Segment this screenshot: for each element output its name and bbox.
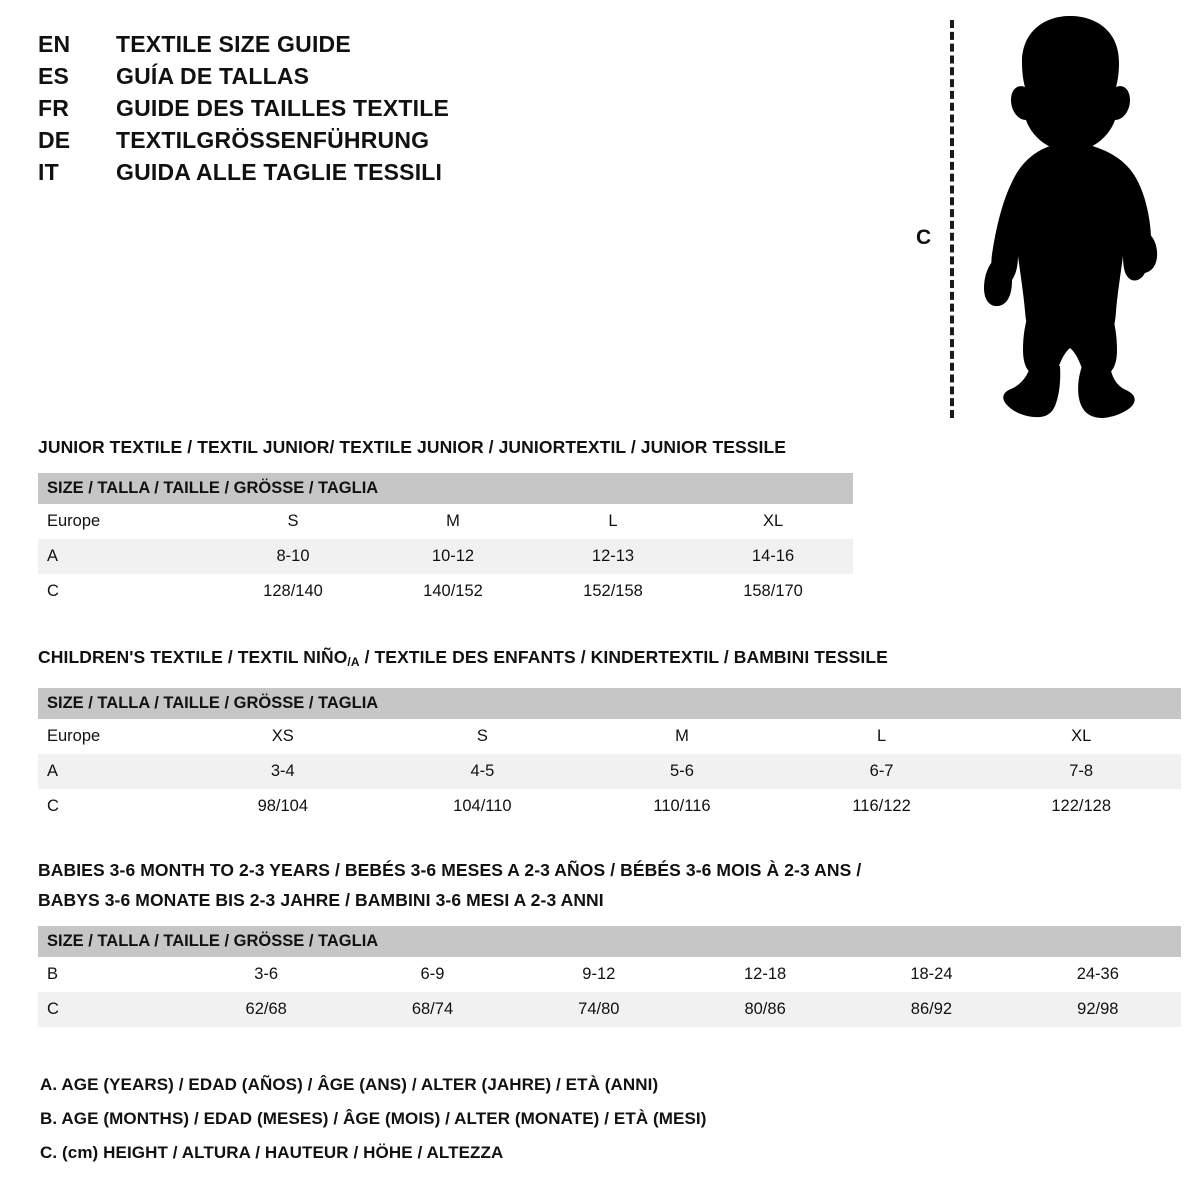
language-header-block: EN TEXTILE SIZE GUIDE ES GUÍA DE TALLAS … xyxy=(38,28,598,188)
babies-cell-c-1: 68/74 xyxy=(349,992,516,1027)
junior-cell-c-2: 152/158 xyxy=(533,574,693,609)
height-marker-label: C xyxy=(916,226,932,249)
babies-row-c: C 62/68 68/74 74/80 80/86 86/92 92/98 xyxy=(38,992,1181,1027)
legend-block: A. AGE (YEARS) / EDAD (AÑOS) / ÂGE (ANS)… xyxy=(40,1068,940,1170)
height-figure-area: C xyxy=(900,8,1190,420)
children-title-subscript: /A xyxy=(347,655,360,669)
children-cell-a-4: 7-8 xyxy=(981,754,1181,789)
junior-section: JUNIOR TEXTILE / TEXTIL JUNIOR/ TEXTILE … xyxy=(38,432,854,609)
children-row-a: A 3-4 4-5 5-6 6-7 7-8 xyxy=(38,754,1181,789)
children-row-label-a: A xyxy=(38,754,183,789)
junior-row-label-c: C xyxy=(38,574,213,609)
children-section-title: CHILDREN'S TEXTILE / TEXTIL NIÑO/A / TEX… xyxy=(38,642,1181,677)
language-code-de: DE xyxy=(38,127,71,153)
junior-row-europe: Europe S M L XL xyxy=(38,504,854,539)
junior-cell-a-3: 14-16 xyxy=(693,539,854,574)
children-cell-c-4: 122/128 xyxy=(981,789,1181,824)
language-row-fr: FR GUIDE DES TAILLES TEXTILE xyxy=(38,92,598,124)
junior-cell-europe-0: S xyxy=(213,504,373,539)
language-code-es: ES xyxy=(38,63,70,89)
height-dashed-line xyxy=(950,20,954,418)
babies-band-label: SIZE / TALLA / TAILLE / GRÖSSE / TAGLIA xyxy=(38,926,1181,957)
junior-band-header-row: SIZE / TALLA / TAILLE / GRÖSSE / TAGLIA xyxy=(38,473,854,504)
junior-row-c: C 128/140 140/152 152/158 158/170 xyxy=(38,574,854,609)
babies-cell-c-2: 74/80 xyxy=(515,992,682,1027)
babies-cell-c-5: 92/98 xyxy=(1014,992,1181,1027)
junior-size-table: SIZE / TALLA / TAILLE / GRÖSSE / TAGLIA … xyxy=(38,473,854,609)
junior-cell-a-0: 8-10 xyxy=(213,539,373,574)
language-title-es: GUÍA DE TALLAS xyxy=(116,63,310,89)
language-row-en: EN TEXTILE SIZE GUIDE xyxy=(38,28,598,60)
junior-band-label: SIZE / TALLA / TAILLE / GRÖSSE / TAGLIA xyxy=(38,473,854,504)
babies-cell-b-1: 6-9 xyxy=(349,957,516,992)
legend-row-b: B. AGE (MONTHS) / EDAD (MESES) / ÂGE (MO… xyxy=(40,1109,707,1128)
babies-cell-c-3: 80/86 xyxy=(681,992,849,1027)
language-code-fr: FR xyxy=(38,95,70,121)
babies-cell-c-4: 86/92 xyxy=(848,992,1015,1027)
junior-row-a: A 8-10 10-12 12-13 14-16 xyxy=(38,539,854,574)
children-band-header-row: SIZE / TALLA / TAILLE / GRÖSSE / TAGLIA xyxy=(38,688,1181,719)
junior-cell-c-3: 158/170 xyxy=(693,574,854,609)
junior-row-label-a: A xyxy=(38,539,213,574)
babies-row-label-b: B xyxy=(38,957,184,992)
children-title-post: / TEXTILE DES ENFANTS / KINDERTEXTIL / B… xyxy=(359,647,888,667)
children-row-europe: Europe XS S M L XL xyxy=(38,719,1181,754)
babies-size-table: SIZE / TALLA / TAILLE / GRÖSSE / TAGLIA … xyxy=(38,926,1181,1027)
babies-cell-b-3: 12-18 xyxy=(681,957,849,992)
language-title-fr: GUIDE DES TAILLES TEXTILE xyxy=(116,95,449,121)
language-row-de: DE TEXTILGRÖSSENFÜHRUNG xyxy=(38,124,598,156)
children-row-label-c: C xyxy=(38,789,183,824)
language-title-de: TEXTILGRÖSSENFÜHRUNG xyxy=(116,127,430,153)
babies-section: BABIES 3-6 MONTH TO 2-3 YEARS / BEBÉS 3-… xyxy=(38,855,1181,1027)
language-title-en: TEXTILE SIZE GUIDE xyxy=(116,31,351,57)
children-row-c: C 98/104 104/110 110/116 116/122 122/128 xyxy=(38,789,1181,824)
babies-section-title-line2: BABYS 3-6 MONATE BIS 2-3 JAHRE / BAMBINI… xyxy=(38,890,604,910)
junior-cell-a-1: 10-12 xyxy=(373,539,533,574)
junior-cell-c-1: 140/152 xyxy=(373,574,533,609)
toddler-silhouette-icon xyxy=(960,10,1180,418)
junior-cell-europe-1: M xyxy=(373,504,533,539)
children-cell-a-3: 6-7 xyxy=(781,754,982,789)
children-cell-europe-0: XS xyxy=(183,719,383,754)
children-cell-europe-1: S xyxy=(382,719,583,754)
children-cell-a-0: 3-4 xyxy=(183,754,383,789)
children-cell-europe-3: L xyxy=(781,719,982,754)
babies-cell-b-5: 24-36 xyxy=(1014,957,1181,992)
junior-section-title: JUNIOR TEXTILE / TEXTIL JUNIOR/ TEXTILE … xyxy=(38,437,787,457)
children-cell-c-0: 98/104 xyxy=(183,789,383,824)
junior-row-label-europe: Europe xyxy=(38,504,213,539)
children-cell-c-3: 116/122 xyxy=(781,789,982,824)
children-title-pre: CHILDREN'S TEXTILE / TEXTIL NIÑO xyxy=(38,647,348,667)
language-title-it: GUIDA ALLE TAGLIE TESSILI xyxy=(116,159,443,185)
children-cell-c-1: 104/110 xyxy=(382,789,583,824)
junior-cell-europe-2: L xyxy=(533,504,693,539)
babies-band-header-row: SIZE / TALLA / TAILLE / GRÖSSE / TAGLIA xyxy=(38,926,1181,957)
babies-cell-b-2: 9-12 xyxy=(515,957,682,992)
children-cell-c-2: 110/116 xyxy=(582,789,782,824)
babies-section-title-line1: BABIES 3-6 MONTH TO 2-3 YEARS / BEBÉS 3-… xyxy=(38,860,862,880)
children-cell-europe-2: M xyxy=(582,719,782,754)
children-size-table: SIZE / TALLA / TAILLE / GRÖSSE / TAGLIA … xyxy=(38,688,1181,824)
babies-cell-b-4: 18-24 xyxy=(848,957,1015,992)
legend-row-c: C. (cm) HEIGHT / ALTURA / HAUTEUR / HÖHE… xyxy=(40,1143,504,1162)
junior-cell-europe-3: XL xyxy=(693,504,854,539)
language-code-it: IT xyxy=(38,159,59,185)
babies-cell-b-0: 3-6 xyxy=(183,957,350,992)
babies-cell-c-0: 62/68 xyxy=(183,992,350,1027)
junior-cell-c-0: 128/140 xyxy=(213,574,373,609)
babies-row-label-c: C xyxy=(38,992,184,1027)
legend-row-a: A. AGE (YEARS) / EDAD (AÑOS) / ÂGE (ANS)… xyxy=(40,1075,659,1094)
children-section: CHILDREN'S TEXTILE / TEXTIL NIÑO/A / TEX… xyxy=(38,642,1181,824)
children-row-label-europe: Europe xyxy=(38,719,183,754)
language-row-it: IT GUIDA ALLE TAGLIE TESSILI xyxy=(38,156,598,188)
babies-row-b: B 3-6 6-9 9-12 12-18 18-24 24-36 xyxy=(38,957,1181,992)
language-code-en: EN xyxy=(38,31,71,57)
children-band-label: SIZE / TALLA / TAILLE / GRÖSSE / TAGLIA xyxy=(38,688,1181,719)
children-cell-europe-4: XL xyxy=(981,719,1181,754)
children-cell-a-2: 5-6 xyxy=(582,754,782,789)
language-row-es: ES GUÍA DE TALLAS xyxy=(38,60,598,92)
junior-cell-a-2: 12-13 xyxy=(533,539,693,574)
children-cell-a-1: 4-5 xyxy=(382,754,583,789)
